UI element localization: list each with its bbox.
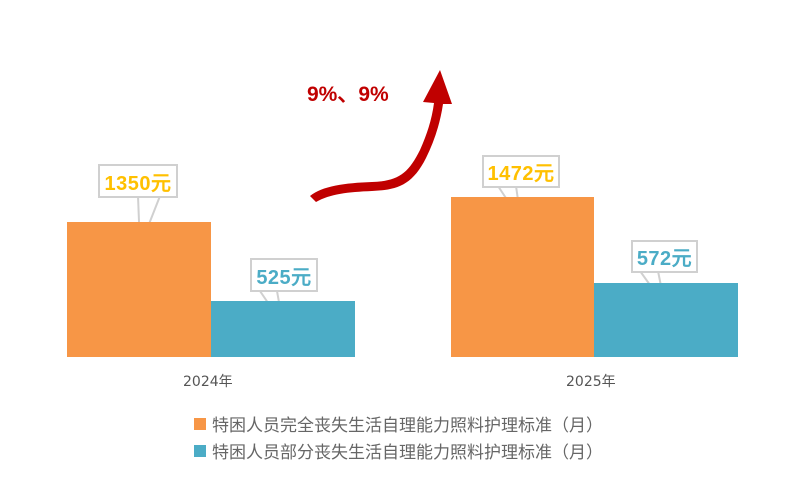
legend-label: 特困人员部分丧失生活自理能力照料护理标准（月） [212, 443, 603, 463]
data-label-2025-full: 1472元 [482, 155, 560, 188]
legend-label: 特困人员完全丧失生活自理能力照料护理标准（月） [212, 416, 603, 436]
legend-item-full: 特困人员完全丧失生活自理能力照料护理标准（月） [194, 411, 603, 436]
bar-2025-partial [594, 283, 738, 357]
growth-arrow-icon [310, 70, 452, 202]
data-label-2025-partial: 572元 [631, 240, 698, 273]
data-label-2024-full: 1350元 [98, 164, 178, 198]
bar-2025-full [451, 197, 594, 357]
legend-item-partial: 特困人员部分丧失生活自理能力照料护理标准（月） [194, 438, 603, 463]
growth-annotation: 9%、9% [307, 83, 389, 106]
category-label-2025: 2025年 [566, 374, 616, 390]
data-label-2024-partial: 525元 [250, 258, 318, 292]
legend-swatch-teal-icon [194, 444, 206, 457]
legend-swatch-orange-icon [194, 417, 206, 430]
bar-2024-partial [211, 301, 355, 357]
category-label-2024: 2024年 [183, 374, 233, 390]
bar-2024-full [67, 222, 211, 357]
